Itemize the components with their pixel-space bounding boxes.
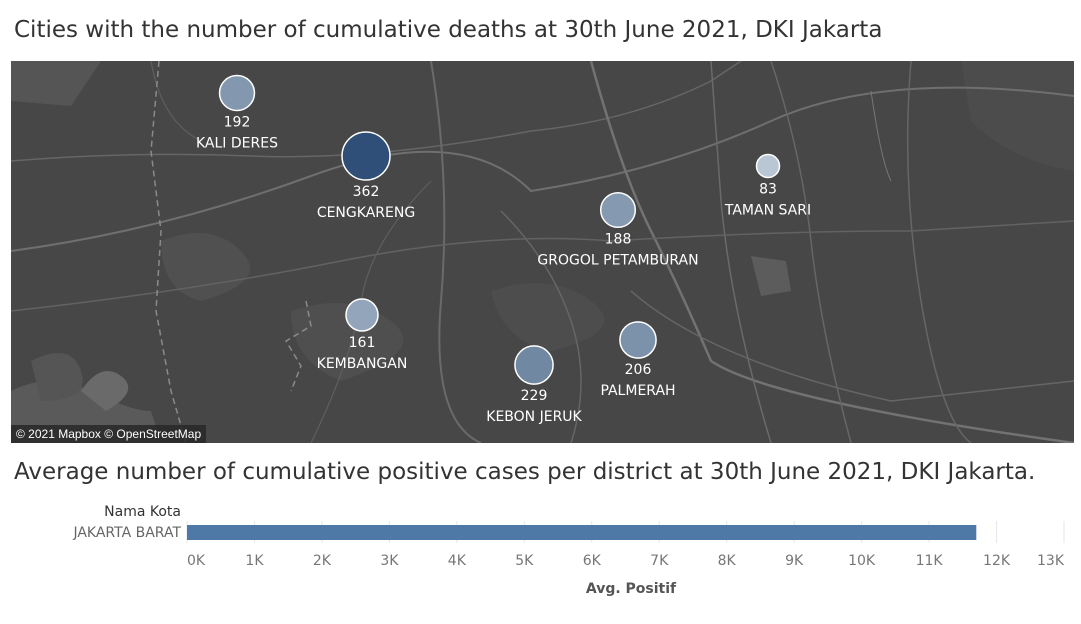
bar-chart-title: Average number of cumulative positive ca… <box>14 459 1036 485</box>
bubble-value-kali-deres: 192 <box>224 114 251 130</box>
bubble-layer: 192 KALI DERES 362 CENGKARENG 83 TAMAN SARI 18… <box>196 74 811 425</box>
x-tick-label: 13K <box>1037 553 1065 569</box>
map-attribution[interactable]: © 2021 Mapbox © OpenStreetMap <box>11 425 207 443</box>
bubble-kali-deres[interactable] <box>218 74 256 112</box>
bubble-cengkareng[interactable] <box>341 131 391 181</box>
bubble-label-kebon-jeruk: KEBON JERUK <box>486 409 582 425</box>
map-title: Cities with the number of cumulative dea… <box>14 17 883 43</box>
bubble-label-cengkareng: CENGKARENG <box>317 205 415 221</box>
map-canvas[interactable]: 192 KALI DERES 362 CENGKARENG 83 TAMAN SARI 18… <box>11 61 1074 443</box>
x-tick-label: 7K <box>650 553 669 569</box>
x-tick-label: 0K <box>187 553 206 569</box>
x-tick-label: 2K <box>313 553 332 569</box>
bubble-value-grogol-petamburan: 188 <box>605 231 632 247</box>
x-tick-label: 5K <box>515 553 534 569</box>
bar-chart: Nama Kota JAKARTA BARAT 0K 1K 2K 3K 4K 5K 6K 7K 8K… <box>72 504 1065 597</box>
bubble-label-grogol-petamburan: GROGOL PETAMBURAN <box>537 252 698 268</box>
x-tick-label: 12K <box>983 553 1011 569</box>
x-tick-label: 3K <box>380 553 399 569</box>
bubble-palmerah[interactable] <box>619 321 657 359</box>
bubble-label-kembangan: KEMBANGAN <box>317 356 408 372</box>
bubble-value-kembangan: 161 <box>349 335 376 351</box>
category-label: JAKARTA BARAT <box>72 525 181 541</box>
bubble-label-kali-deres: KALI DERES <box>196 135 278 151</box>
bubble-kembangan[interactable] <box>345 298 379 332</box>
x-axis-label: Avg. Positif <box>586 581 677 597</box>
x-tick-label: 10K <box>848 553 876 569</box>
bubble-kebon-jeruk[interactable] <box>514 345 554 385</box>
bar-jakarta-barat[interactable] <box>187 525 977 540</box>
map-view[interactable]: 192 KALI DERES 362 CENGKARENG 83 TAMAN SARI 18… <box>11 61 1074 443</box>
x-tick-label: 1K <box>245 553 264 569</box>
x-tick-label: 8K <box>718 553 737 569</box>
bubble-grogol-petamburan[interactable] <box>599 191 637 229</box>
bubble-value-kebon-jeruk: 229 <box>521 388 548 404</box>
x-tick-label: 4K <box>448 553 467 569</box>
map-basemap <box>11 61 1074 443</box>
bubble-label-taman-sari: TAMAN SARI <box>724 202 811 218</box>
x-tick-label: 6K <box>583 553 602 569</box>
bubble-taman-sari[interactable] <box>755 153 781 179</box>
bubble-value-taman-sari: 83 <box>759 181 777 197</box>
x-tick-label: 11K <box>916 553 944 569</box>
bubble-value-palmerah: 206 <box>625 362 652 378</box>
bubble-value-cengkareng: 362 <box>353 184 380 200</box>
bubble-label-palmerah: PALMERAH <box>600 383 675 399</box>
x-tick-label: 9K <box>785 553 804 569</box>
row-header: Nama Kota <box>104 504 181 520</box>
